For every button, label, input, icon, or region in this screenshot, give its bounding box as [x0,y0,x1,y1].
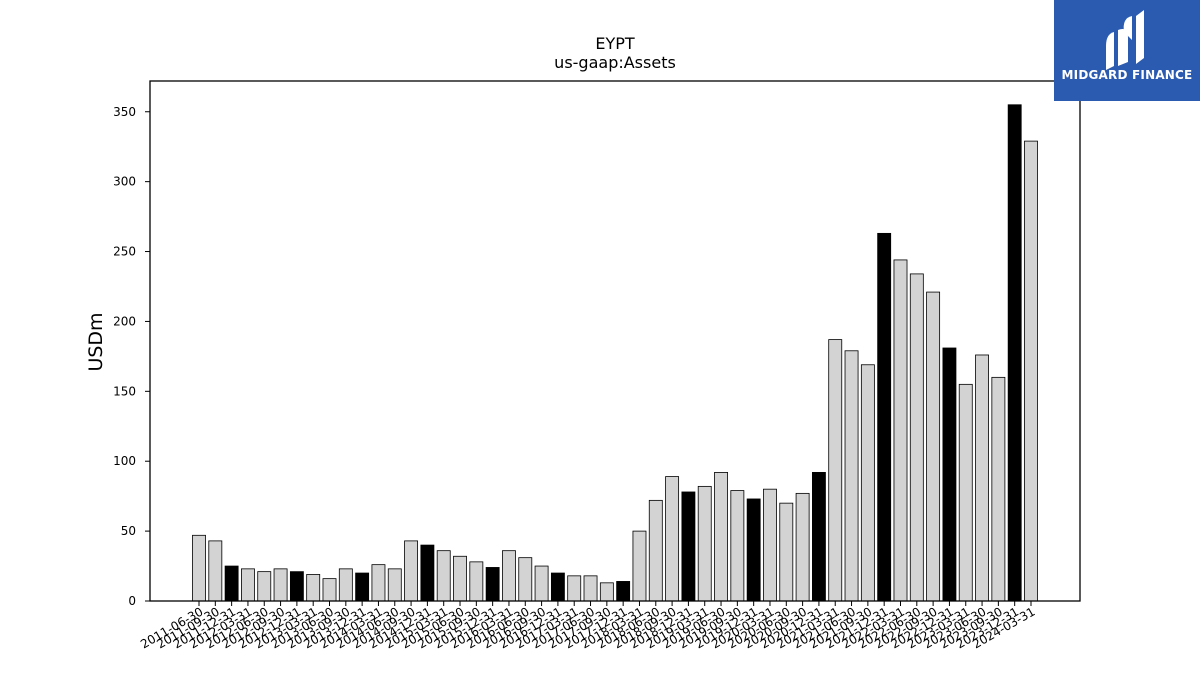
bar-2015-12-31 [485,567,500,602]
bar-2017-06-30 [583,575,598,602]
bar-2019-09-30 [730,490,745,602]
bar-2013-09-30 [338,568,353,602]
logo-text: MIDGARD FINANCE [1061,68,1193,82]
bar-2018-03-31 [632,530,647,602]
chart-title: EYPT [595,34,635,53]
bar-2016-06-30 [518,557,533,602]
logo-mark-icon [1106,10,1144,70]
bar-2011-06-30 [192,534,206,602]
bar-2016-03-31 [502,550,516,602]
bar-2017-03-31 [567,575,582,602]
bar-2014-06-30 [387,568,402,602]
bar-2018-09-30 [665,476,680,602]
bar-2021-09-30 [860,364,875,602]
bar-2012-06-30 [257,571,272,602]
bar-2018-12-31 [681,491,696,602]
bar-2012-12-31 [289,571,304,602]
bar-2023-12-31 [1007,104,1022,602]
bar-2023-06-30 [975,354,989,602]
bar-2023-03-31 [958,383,973,602]
bar-2019-03-31 [697,485,712,602]
bar-2020-09-30 [795,492,810,602]
bar-2022-12-31 [942,347,957,602]
y-axis-ticks: 0 50 100 150 200 250 300 350 [113,105,150,608]
bar-2015-09-30 [469,561,484,602]
bar-2024-03-31 [1024,140,1038,602]
bar-2011-12-31 [224,565,239,602]
bar-2012-03-31 [241,568,255,602]
bar-2013-06-30 [322,578,337,602]
bar-2012-09-30 [273,568,288,602]
bar-2021-06-30 [844,350,859,602]
bar-2022-06-30 [909,273,924,602]
y-tick-label: 100 [113,454,136,468]
bar-2014-09-30 [404,540,419,602]
bar-2013-03-31 [306,574,321,602]
chart-subtitle: us-gaap:Assets [554,53,676,72]
bar-2021-12-31 [877,232,892,602]
bar-2022-03-31 [893,259,908,602]
bar-2016-12-31 [550,572,565,602]
bar-2022-09-30 [926,291,941,602]
bar-2014-12-31 [420,544,435,602]
bar-2014-03-31 [371,564,386,602]
bar-2017-09-30 [599,582,614,602]
bar-2018-06-30 [648,499,663,602]
bar-2015-06-30 [453,555,467,602]
bars-group [192,104,1038,602]
bar-2021-03-31 [828,339,843,602]
y-tick-label: 50 [121,524,136,538]
midgard-finance-logo: MIDGARD FINANCE [1054,0,1200,101]
bar-2023-09-30 [991,376,1006,602]
bar-2011-09-30 [208,540,223,602]
y-tick-label: 150 [113,384,136,398]
x-axis-ticks: 2011-06-302011-09-302011-12-312012-03-31… [138,601,1038,651]
bar-2013-12-31 [355,572,370,602]
bar-2019-06-30 [714,471,728,602]
y-tick-label: 250 [113,245,136,259]
bar-2016-09-30 [534,565,549,602]
bar-2020-12-31 [811,471,826,602]
bar-2020-06-30 [779,502,794,602]
y-tick-label: 350 [113,105,136,119]
bar-2019-12-31 [746,498,761,602]
y-tick-label: 300 [113,175,136,189]
bar-2015-03-31 [436,550,451,602]
y-tick-label: 0 [128,594,136,608]
y-tick-label: 200 [113,314,136,328]
bar-2020-03-31 [763,488,777,602]
bar-2017-12-31 [616,581,631,602]
plot-frame [149,80,1081,602]
y-axis-label: USDm [85,312,107,371]
